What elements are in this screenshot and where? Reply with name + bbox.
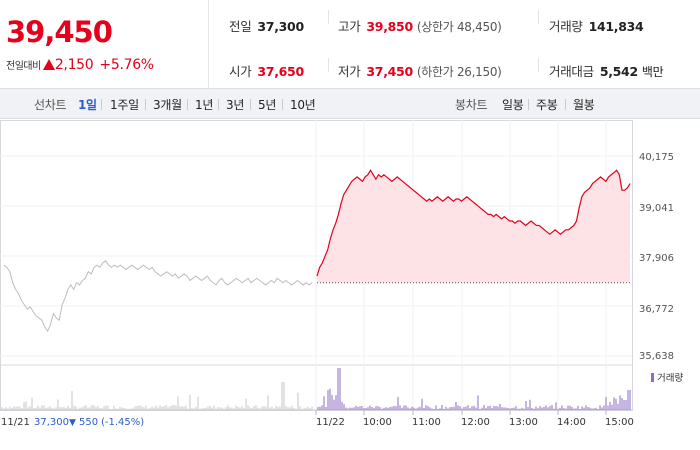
stat-value: 5,542	[599, 64, 638, 79]
y-tick-label: 39,041	[639, 203, 674, 214]
range-1d-button[interactable]: 1일	[78, 98, 97, 112]
stat-unit: 백만	[641, 65, 664, 79]
lower-limit-text: (하한가 26,150)	[416, 65, 502, 79]
down-triangle-icon: ▼	[69, 418, 76, 428]
stat-low: 저가 37,450 (하한가 26,150)	[338, 61, 502, 80]
divider	[328, 10, 329, 24]
x-label-time: 15:00	[605, 417, 634, 428]
range-1y-button[interactable]: 1년	[195, 98, 214, 112]
divider	[565, 99, 566, 110]
quote-panel: 39,450 전일대비 2,150 +5.76% 전일 37,300 고가 39,850…	[0, 0, 700, 89]
monthly-candle-button[interactable]: 월봉	[573, 98, 595, 112]
x-label-time: 12:00	[461, 417, 490, 428]
stat-volume: 거래량 141,834	[549, 16, 644, 35]
y-tick-label: 35,638	[639, 351, 674, 362]
change-row: 전일대비 2,150 +5.76%	[6, 54, 154, 73]
range-10y-button[interactable]: 10년	[290, 98, 316, 112]
stat-label: 거래량	[549, 19, 583, 34]
range-3m-button[interactable]: 3개월	[153, 98, 182, 112]
stat-label: 전일	[229, 19, 252, 34]
upper-limit-text: (상한가 48,450)	[416, 20, 502, 34]
price-box: 39,450 전일대비 2,150 +5.76%	[0, 0, 209, 89]
stat-value: 141,834	[588, 19, 644, 34]
divider	[187, 99, 188, 110]
change-amount: 2,150	[54, 57, 94, 73]
x-label-prev-date: 11/21	[1, 417, 30, 428]
divider	[250, 99, 251, 110]
x-label-time: 10:00	[363, 417, 392, 428]
divider	[538, 58, 539, 72]
chart-range-toolbar: 선차트 1일 1주일 3개월 1년 3년 5년 10년 봉차트 일봉 주봉 월봉	[0, 89, 700, 119]
range-1w-button[interactable]: 1주일	[110, 98, 139, 112]
x-label-time: 14:00	[557, 417, 586, 428]
stat-value: 37,300	[257, 19, 304, 34]
stat-high: 고가 39,850 (상한가 48,450)	[338, 16, 502, 35]
candle-chart-label: 봉차트	[455, 98, 488, 112]
stat-label: 거래대금	[549, 64, 594, 79]
x-label-time: 13:00	[509, 417, 538, 428]
divider	[538, 10, 539, 24]
prev-day-change-percent: (-1.45%)	[101, 417, 144, 428]
stat-trade-amount: 거래대금 5,542 백만	[549, 61, 664, 80]
price-chart-svg: 40,175 39,041 37,906 36,772 35,638 거래량 1…	[0, 120, 683, 428]
price-area-fill	[317, 170, 630, 283]
divider	[328, 58, 329, 72]
intraday-chart: 40,175 39,041 37,906 36,772 35,638 거래량 1…	[0, 120, 700, 450]
y-tick-label: 40,175	[639, 152, 674, 163]
line-chart-label: 선차트	[34, 98, 67, 112]
stat-value: 39,850	[366, 19, 413, 34]
change-percent: +5.76%	[99, 57, 154, 73]
stat-prev-close: 전일 37,300	[229, 16, 304, 35]
y-tick-label: 36,772	[639, 304, 674, 315]
today-price-line	[316, 169, 631, 277]
prev-day-price-line	[3, 259, 313, 333]
x-label-time: 11:00	[412, 417, 441, 428]
divider	[145, 99, 146, 110]
volume-legend-icon	[651, 373, 654, 382]
stat-value: 37,650	[257, 64, 304, 79]
prev-day-close: 37,300	[34, 417, 69, 428]
stat-open: 시가 37,650	[229, 61, 304, 80]
volume-legend-label: 거래량	[657, 372, 683, 384]
stat-value: 37,450	[366, 64, 413, 79]
change-caption: 전일대비	[6, 61, 41, 72]
range-3y-button[interactable]: 3년	[226, 98, 245, 112]
stat-label: 저가	[338, 64, 361, 79]
stat-label: 고가	[338, 19, 361, 34]
stat-label: 시가	[229, 64, 252, 79]
up-triangle-icon	[42, 59, 55, 70]
daily-candle-button[interactable]: 일봉	[502, 98, 524, 112]
weekly-candle-button[interactable]: 주봉	[536, 98, 558, 112]
divider	[218, 99, 219, 110]
divider	[282, 99, 283, 110]
range-5y-button[interactable]: 5년	[258, 98, 277, 112]
prev-day-change: 550	[79, 417, 98, 428]
divider	[101, 99, 102, 110]
x-label-date: 11/22	[316, 417, 345, 428]
current-price: 39,450	[6, 15, 113, 49]
divider	[528, 99, 529, 110]
y-tick-label: 37,906	[639, 253, 674, 264]
